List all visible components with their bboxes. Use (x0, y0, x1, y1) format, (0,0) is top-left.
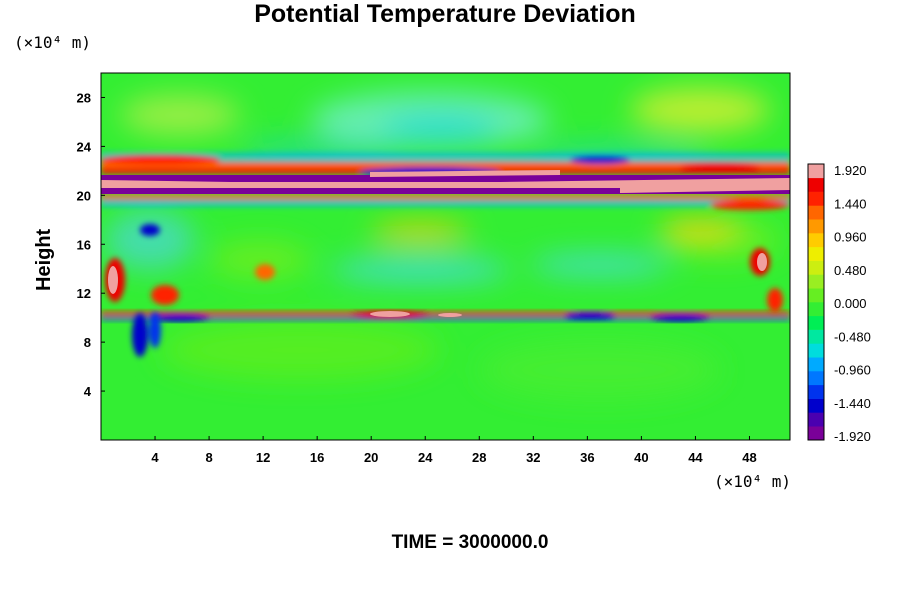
colorbar-label: 1.920 (834, 163, 867, 178)
chart-title: Potential Temperature Deviation (254, 0, 636, 28)
x-tick-label: 44 (688, 450, 703, 465)
plot-frame (100, 72, 791, 441)
colorbar-label: -0.480 (834, 329, 871, 344)
colorbar-swatch (808, 205, 824, 220)
colorbar-swatch (808, 357, 824, 372)
y-axis-ticks: 4 8 12 16 20 24 28 (77, 90, 105, 399)
y-tick-label: 4 (84, 384, 92, 399)
colorbar-swatch (808, 384, 824, 399)
colorbar-label: 0.480 (834, 263, 867, 278)
colorbar-label: -0.960 (834, 363, 871, 378)
colorbar-swatch (808, 315, 824, 330)
colorbar-swatch (808, 274, 824, 289)
y-tick-label: 16 (77, 237, 91, 252)
colorbar-label: -1.920 (834, 429, 871, 444)
colorbar-swatch (808, 398, 824, 413)
x-tick-label: 28 (472, 450, 486, 465)
colorbar-swatch (808, 219, 824, 234)
x-tick-label: 4 (151, 450, 159, 465)
heatmap-field (101, 73, 790, 440)
x-tick-label: 36 (580, 450, 594, 465)
colorbar-swatch (808, 426, 824, 441)
colorbar: 1.920 1.440 0.960 0.480 0.000 -0.480 -0.960 -1.… (807, 163, 871, 444)
colorbar-swatch (808, 343, 824, 358)
colorbar-swatch (808, 329, 824, 344)
x-tick-label: 32 (526, 450, 540, 465)
colorbar-label: 0.960 (834, 230, 867, 245)
colorbar-label: -1.440 (834, 396, 871, 411)
y-axis-unit: (×10⁴ m) (14, 33, 92, 52)
colorbar-swatch (808, 302, 824, 317)
x-tick-label: 40 (634, 450, 648, 465)
x-axis-unit: (×10⁴ m) (714, 472, 792, 491)
colorbar-swatch (808, 164, 824, 179)
y-tick-label: 12 (77, 286, 91, 301)
x-tick-label: 8 (205, 450, 212, 465)
time-label: TIME = 3000000.0 (391, 532, 549, 553)
colorbar-frame (807, 163, 825, 441)
colorbar-swatch (808, 412, 824, 427)
colorbar-swatch (808, 191, 824, 206)
x-axis-ticks: 4 8 12 16 20 24 28 32 36 40 44 48 (151, 436, 757, 465)
y-tick-label: 20 (77, 188, 91, 203)
x-tick-label: 20 (364, 450, 378, 465)
x-tick-label: 12 (256, 450, 270, 465)
colorbar-swatch (808, 233, 824, 248)
y-tick-label: 24 (77, 139, 92, 154)
colorbar-swatch (808, 288, 824, 303)
colorbar-swatch (808, 177, 824, 192)
y-tick-label: 8 (84, 335, 91, 350)
x-tick-label: 16 (310, 450, 324, 465)
y-tick-label: 28 (77, 90, 91, 105)
x-tick-label: 48 (742, 450, 756, 465)
colorbar-swatch (808, 246, 824, 261)
colorbar-swatch (808, 260, 824, 275)
colorbar-label: 1.440 (834, 196, 867, 211)
colorbar-swatch (808, 371, 824, 386)
x-tick-label: 24 (418, 450, 433, 465)
colorbar-label: 0.000 (834, 296, 867, 311)
